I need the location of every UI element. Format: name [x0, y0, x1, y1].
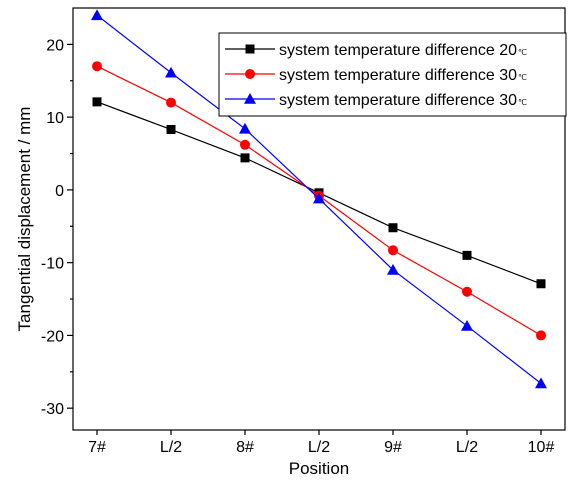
series-3	[91, 9, 547, 389]
data-point	[536, 330, 546, 341]
y-tick-label: 0	[55, 183, 64, 200]
plot-area: 7# L/2 8# L/2 9# L/2 10# -30 -20 -10 0 10 20	[41, 7, 566, 456]
legend-marker	[245, 69, 255, 79]
legend-unit: ℃	[518, 98, 527, 107]
data-point	[240, 153, 250, 163]
legend-unit: ℃	[518, 73, 527, 82]
data-point	[388, 223, 398, 233]
series-layer	[91, 9, 547, 389]
legend-marker	[245, 44, 255, 54]
data-point	[387, 263, 399, 275]
x-tick-label: 8#	[236, 439, 254, 456]
data-point	[92, 97, 102, 107]
y-axis-ticks: -30 -20 -10 0 10 20	[41, 37, 73, 418]
legend-label: system temperature difference 30	[279, 92, 517, 109]
y-tick-label: -20	[41, 328, 64, 345]
data-point	[166, 97, 176, 108]
legend-entry: system temperature difference 20 ℃	[225, 42, 527, 59]
data-point	[166, 125, 176, 135]
data-point	[239, 122, 251, 134]
y-tick-label: -30	[41, 401, 64, 418]
legend-label: system temperature difference 30	[279, 67, 517, 84]
data-point	[462, 286, 472, 297]
legend-entry: system temperature difference 30 ℃	[225, 67, 527, 84]
y-axis-title: Tangential displacement / mm	[15, 107, 34, 332]
data-point	[91, 9, 103, 21]
y-tick-label: 20	[46, 37, 64, 54]
legend-entry: system temperature difference 30 ℃	[225, 92, 527, 109]
data-point	[240, 139, 250, 150]
x-axis-ticks: 7# L/2 8# L/2 9# L/2 10#	[88, 430, 554, 456]
legend-label: system temperature difference 20	[279, 42, 517, 59]
y-tick-label: -10	[41, 256, 64, 273]
data-point	[536, 279, 546, 289]
data-point	[313, 192, 325, 204]
x-tick-label: L/2	[308, 439, 330, 456]
x-tick-label: 9#	[384, 439, 402, 456]
y-tick-label: 10	[46, 110, 64, 127]
x-tick-label: L/2	[456, 439, 478, 456]
legend-marker	[244, 93, 256, 104]
legend: system temperature difference 20 ℃system …	[218, 32, 567, 117]
legend-box	[218, 32, 567, 117]
x-axis-title: Position	[289, 459, 349, 478]
data-point	[535, 377, 547, 389]
x-tick-label: 10#	[528, 439, 555, 456]
data-point	[165, 66, 177, 78]
data-point	[461, 319, 473, 331]
x-tick-label: 7#	[88, 439, 106, 456]
data-point	[92, 61, 102, 72]
legend-unit: ℃	[518, 48, 527, 57]
data-point	[388, 245, 398, 256]
data-point	[462, 250, 472, 260]
x-tick-label: L/2	[160, 439, 182, 456]
